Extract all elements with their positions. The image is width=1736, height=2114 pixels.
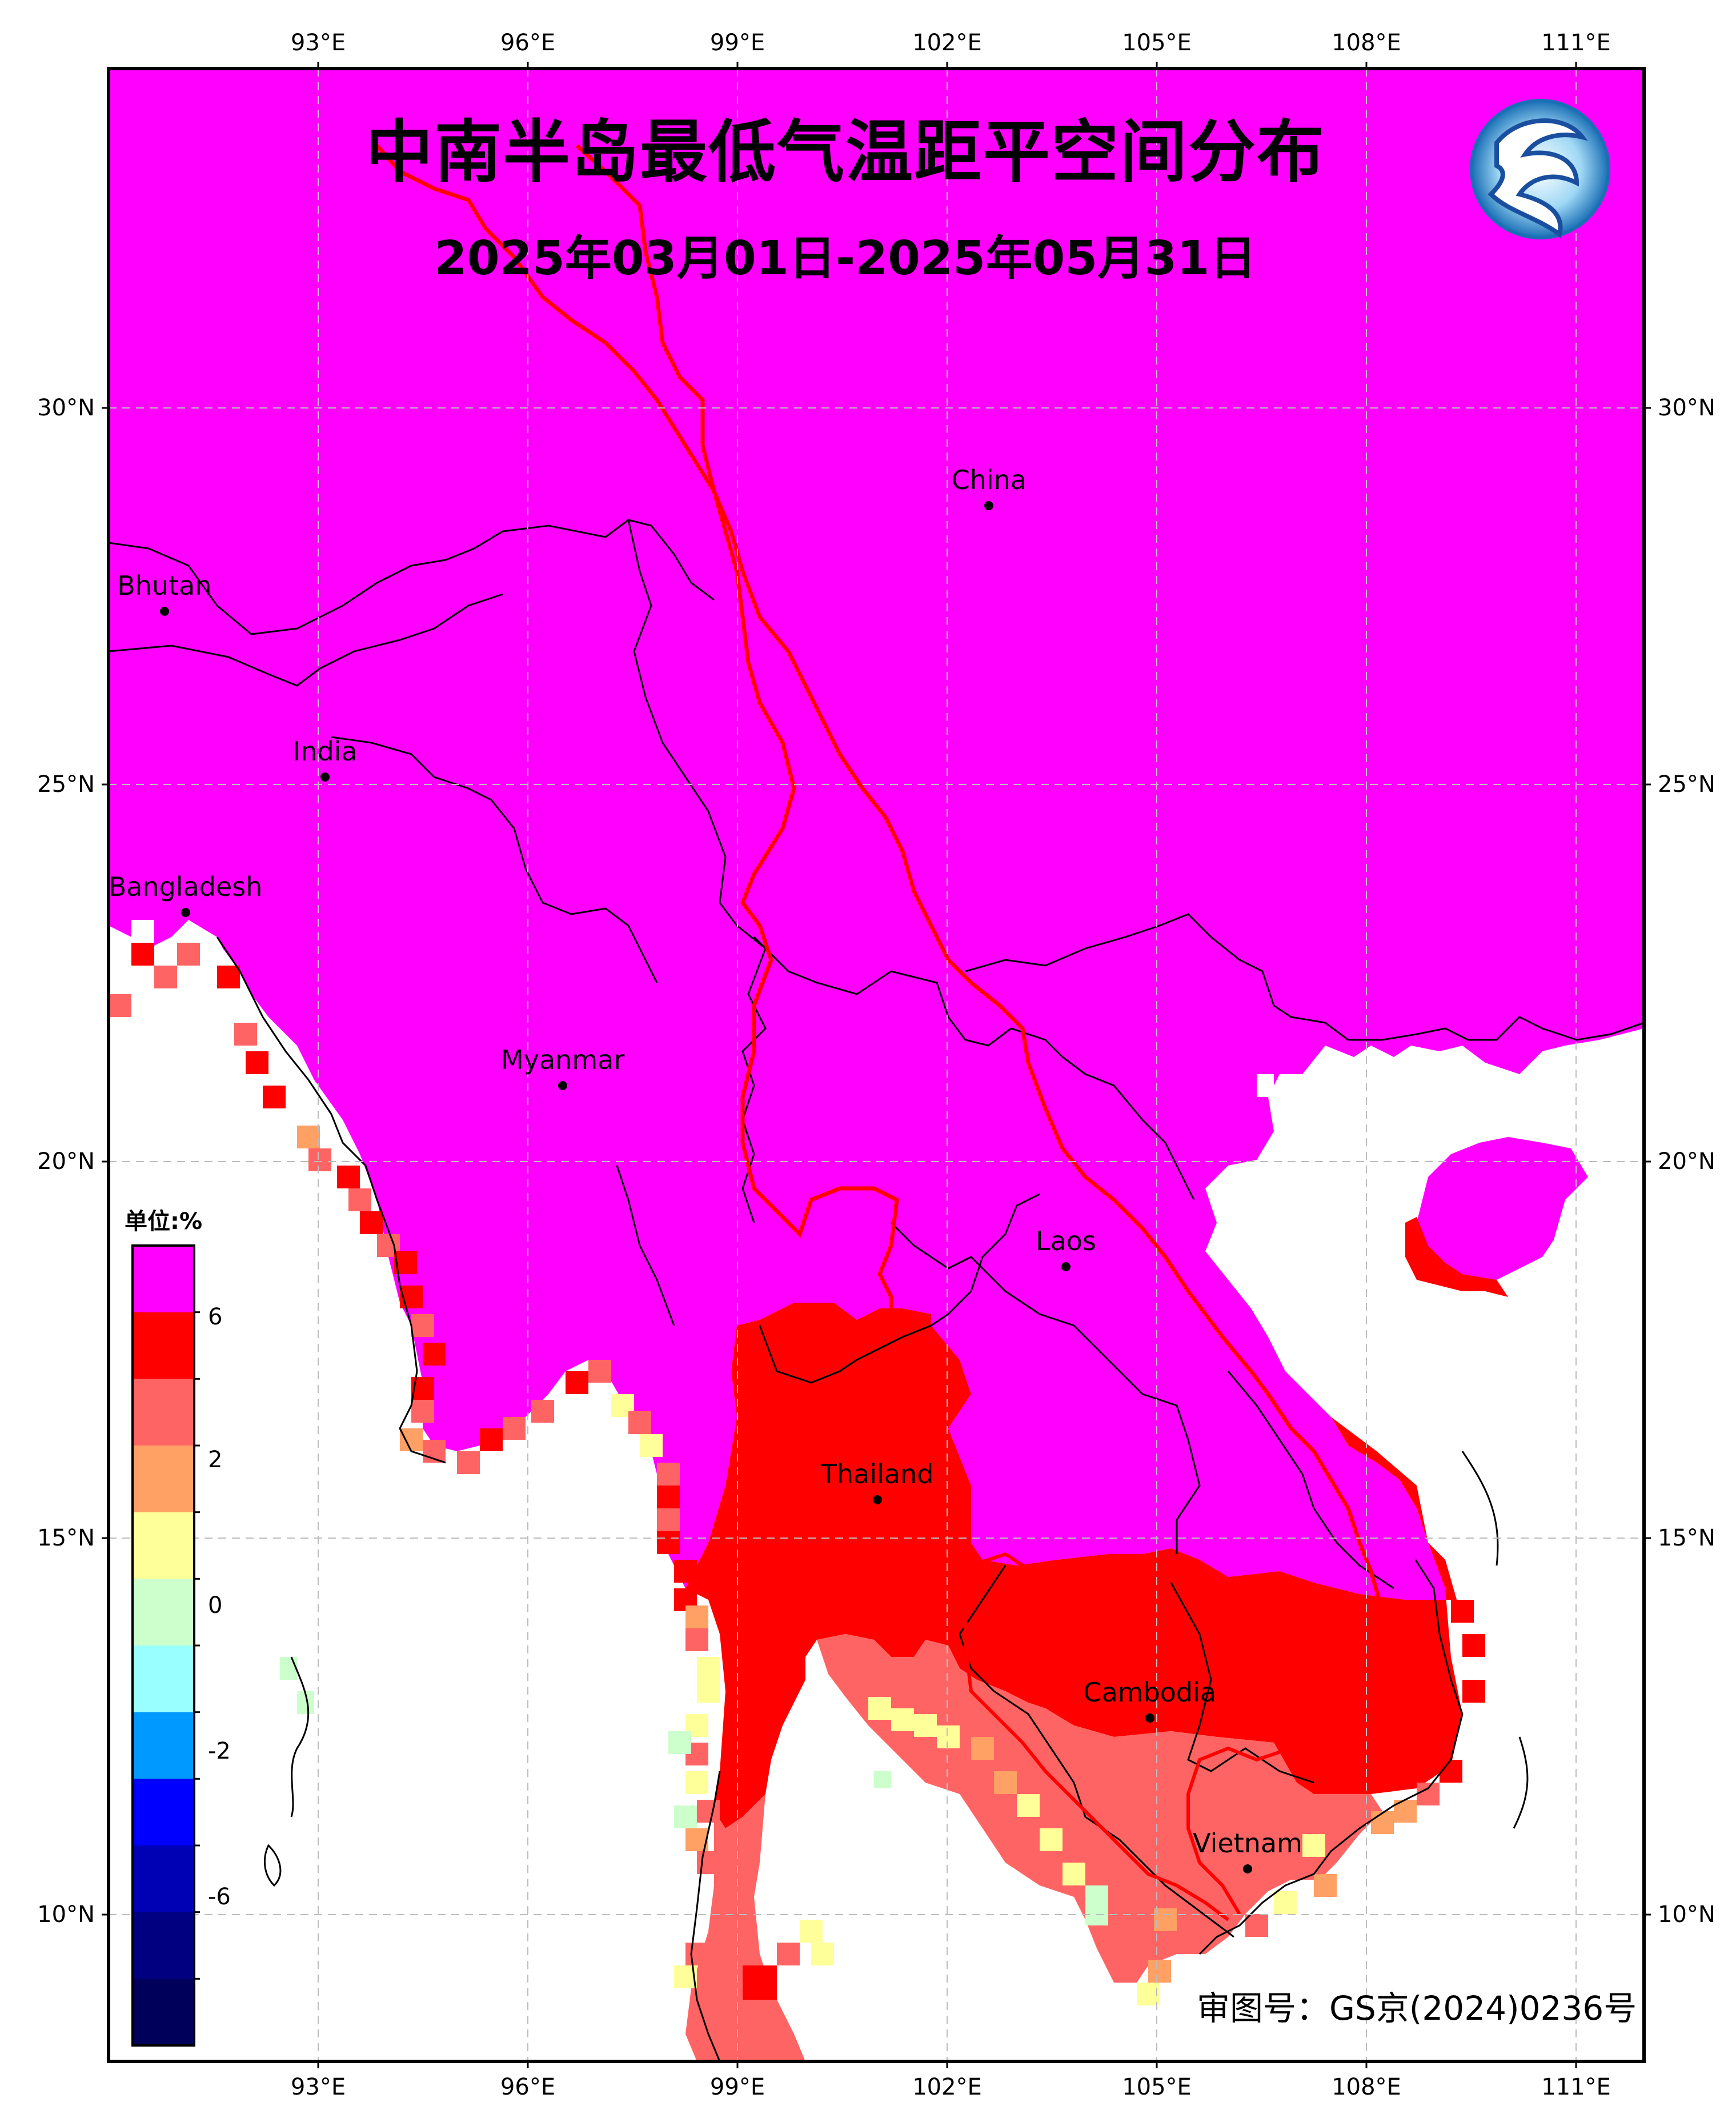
map-border (107, 67, 1646, 2063)
legend-color-block (133, 1979, 194, 2046)
place-marker (1061, 1262, 1071, 1271)
place-label: Bangladesh (108, 871, 263, 903)
legend-unit-label: 单位:% (125, 1208, 203, 1235)
legend-color-block (133, 1779, 194, 1846)
place-marker (181, 908, 190, 918)
lon-tick-bottom: 105°E (1122, 2074, 1192, 2100)
lat-tick-left: 30°N (37, 395, 95, 421)
lon-tick-bottom: 108°E (1332, 2074, 1401, 2100)
legend-color-block (133, 1912, 194, 1979)
place-label: India (292, 735, 358, 767)
place-label: Bhutan (117, 570, 212, 601)
lon-tick-bottom: 102°E (912, 2074, 982, 2100)
place-marker (984, 501, 994, 511)
lon-tick-top: 111°E (1541, 30, 1611, 56)
legend-border (131, 1244, 195, 2047)
lat-tick-left: 15°N (37, 1525, 95, 1551)
legend-tick-label: -2 (208, 1738, 231, 1764)
place-label: Vietnam (1193, 1827, 1302, 1859)
lat-tick-right: 10°N (1658, 1901, 1715, 1928)
lat-tick-right: 30°N (1658, 395, 1715, 421)
lon-tick-top: 108°E (1332, 30, 1401, 56)
lat-tick-left: 10°N (37, 1901, 95, 1928)
tick-marks (102, 62, 1651, 2068)
lon-tick-top: 99°E (709, 30, 765, 56)
lat-tick-right: 15°N (1658, 1525, 1715, 1551)
red-boundary-line (375, 144, 899, 1326)
lon-tick-top: 96°E (500, 30, 556, 56)
legend-color-block (133, 1645, 194, 1713)
place-label: Laos (1035, 1225, 1096, 1256)
legend-color-block (133, 1845, 194, 1913)
anomaly-region-4-to-6 (685, 1303, 1462, 1828)
place-marker (558, 1081, 568, 1091)
lon-tick-bottom: 99°E (709, 2074, 765, 2100)
legend-color-block (133, 1446, 194, 1513)
hainan-anomaly-red (1405, 1217, 1508, 1297)
place-label: Cambodia (1083, 1677, 1217, 1708)
place-label: China (951, 465, 1027, 496)
lon-tick-bottom: 93°E (290, 2074, 346, 2100)
lat-tick-left: 20°N (37, 1148, 95, 1175)
place-marker (872, 1495, 882, 1505)
lat-tick-right: 20°N (1658, 1148, 1715, 1175)
graticule (109, 69, 1644, 2061)
place-label: Thailand (820, 1459, 934, 1490)
legend-colorbar (133, 1246, 200, 2046)
legend-tick-label: 2 (208, 1447, 223, 1473)
legend-tick-label: -6 (208, 1884, 231, 1910)
lon-tick-top: 93°E (290, 30, 346, 56)
red-boundary-cambodia (971, 1552, 1385, 1915)
lon-tick-bottom: 96°E (500, 2074, 556, 2100)
map-approval-number: 审图号：GS京(2024)0236号 (1197, 1989, 1637, 2028)
red-boundary-line-east (575, 144, 1419, 1692)
anomaly-region-above-6 (109, 69, 1644, 1600)
lon-tick-top: 105°E (1122, 30, 1192, 56)
legend-color-block (133, 1579, 194, 1646)
place-label: Myanmar (501, 1044, 625, 1076)
map-subtitle: 2025年03月01日-2025年05月31日 (434, 231, 1257, 286)
legend-color-block (133, 1246, 194, 1313)
lat-tick-left: 25°N (37, 771, 95, 798)
legend-tick-label: 6 (208, 1304, 223, 1330)
place-marker (320, 772, 330, 782)
lon-tick-bottom: 111°E (1541, 2074, 1611, 2100)
legend-tick-label: 0 (208, 1592, 223, 1619)
lon-tick-top: 102°E (912, 30, 982, 56)
place-marker (1145, 1713, 1154, 1723)
hainan-anomaly (1417, 1137, 1588, 1280)
place-marker (1243, 1864, 1253, 1873)
legend-color-block (133, 1512, 194, 1579)
map-title: 中南半岛最低气温距平空间分布 (365, 113, 1326, 191)
legend-color-block (133, 1312, 194, 1379)
place-marker (159, 606, 169, 616)
legend-color-block (133, 1379, 194, 1446)
red-boundary-cambodia-west (964, 1565, 1229, 1921)
cma-dragon-logo (1470, 99, 1610, 239)
lat-tick-right: 25°N (1658, 771, 1715, 798)
coastal-anomaly-cells (109, 943, 1485, 2005)
legend-color-block (133, 1712, 194, 1779)
